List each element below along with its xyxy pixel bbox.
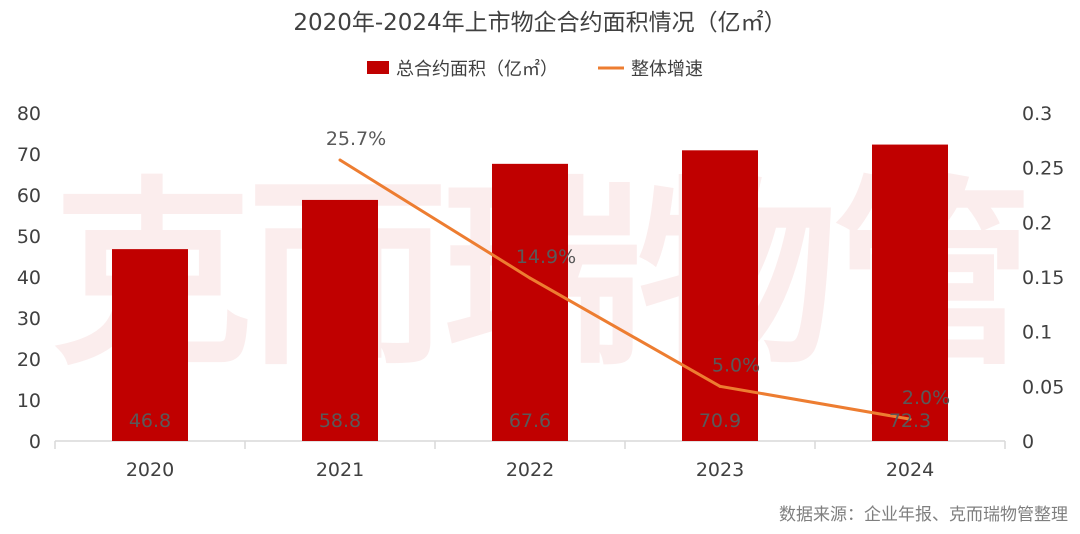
y-left-tick-label: 50 xyxy=(17,226,41,248)
bar-label: 58.8 xyxy=(319,410,361,432)
x-tick-label: 2021 xyxy=(316,459,364,481)
growth-point-2022 xyxy=(528,276,532,280)
y-left-tick-label: 60 xyxy=(17,185,41,207)
legend-bar-label: 总合约面积（亿㎡） xyxy=(396,58,558,80)
y-right-tick-label: 0.3 xyxy=(1022,103,1052,125)
y-right-tick-label: 0.15 xyxy=(1022,267,1064,289)
y-left-tick-label: 20 xyxy=(17,349,41,371)
legend-bar-swatch xyxy=(367,61,389,74)
bar-2024 xyxy=(872,144,948,441)
y-right-tick-label: 0.2 xyxy=(1022,212,1052,234)
chart-title: 2020年-2024年上市物企合约面积情况（亿㎡） xyxy=(293,10,786,36)
y-left-tick-label: 70 xyxy=(17,144,41,166)
bar-label: 67.6 xyxy=(509,410,551,432)
bar-label: 70.9 xyxy=(699,410,741,432)
x-tick-label: 2022 xyxy=(506,459,554,481)
y-right-tick-label: 0.05 xyxy=(1022,376,1064,398)
growth-point-2023 xyxy=(718,384,722,388)
bar-2022 xyxy=(492,163,568,441)
growth-label: 2.0% xyxy=(902,387,950,409)
bar-label: 72.3 xyxy=(889,410,931,432)
x-tick-label: 2023 xyxy=(696,459,744,481)
legend: 总合约面积（亿㎡） 整体增速 xyxy=(367,58,703,80)
bar-label: 46.8 xyxy=(129,410,171,432)
y-right-tick-label: 0.25 xyxy=(1022,158,1064,180)
growth-label: 5.0% xyxy=(712,354,760,376)
growth-point-2021 xyxy=(338,158,342,162)
x-tick-label: 2020 xyxy=(126,459,174,481)
growth-label: 25.7% xyxy=(326,128,386,150)
y-left-tick-label: 10 xyxy=(17,390,41,412)
growth-point-2024 xyxy=(908,417,912,421)
growth-line xyxy=(339,158,911,421)
source-note: 数据来源：企业年报、克而瑞物管整理 xyxy=(779,505,1068,525)
bar-2023 xyxy=(682,150,758,441)
y-left-tick-label: 30 xyxy=(17,308,41,330)
y-left-tick-label: 80 xyxy=(17,103,41,125)
bar-2020 xyxy=(112,249,188,441)
y-left-tick-label: 0 xyxy=(29,431,41,453)
y-right-tick-label: 0.1 xyxy=(1022,322,1052,344)
growth-label: 14.9% xyxy=(516,246,576,268)
y-right-tick-label: 0 xyxy=(1022,431,1034,453)
y-left-tick-label: 40 xyxy=(17,267,41,289)
bar-2021 xyxy=(302,199,378,441)
x-tick-label: 2024 xyxy=(886,459,934,481)
legend-line-label: 整体增速 xyxy=(631,59,703,80)
